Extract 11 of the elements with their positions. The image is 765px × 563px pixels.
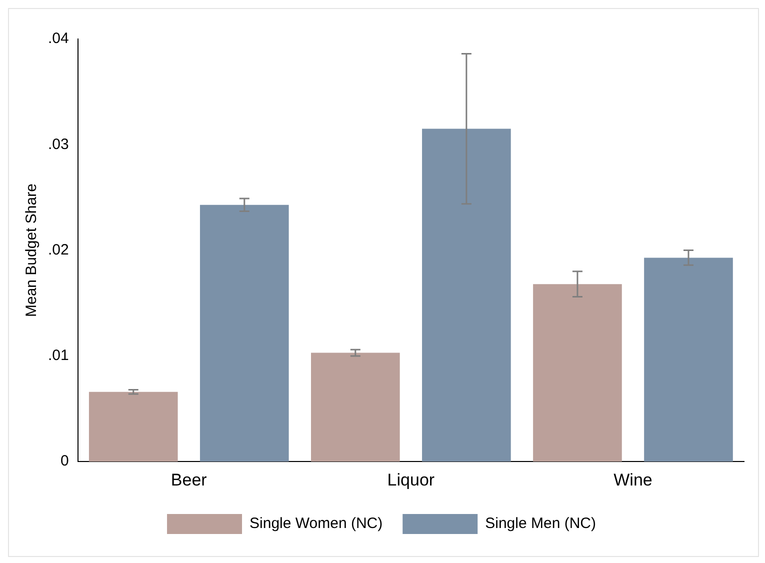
y-axis-title: Mean Budget Share	[23, 184, 40, 318]
y-tick-label: .01	[48, 347, 69, 364]
x-tick-label: Liquor	[387, 470, 435, 490]
y-tick-label: .04	[48, 30, 69, 48]
x-tick-label: Wine	[614, 470, 652, 490]
legend-label: Single Men (NC)	[485, 515, 596, 532]
y-tick-label: 0	[60, 452, 69, 470]
y-tick-label: .02	[48, 241, 69, 258]
legend-label: Single Women (NC)	[250, 515, 383, 532]
x-tick-label: Beer	[170, 470, 208, 490]
y-tick-label: .03	[48, 136, 69, 153]
